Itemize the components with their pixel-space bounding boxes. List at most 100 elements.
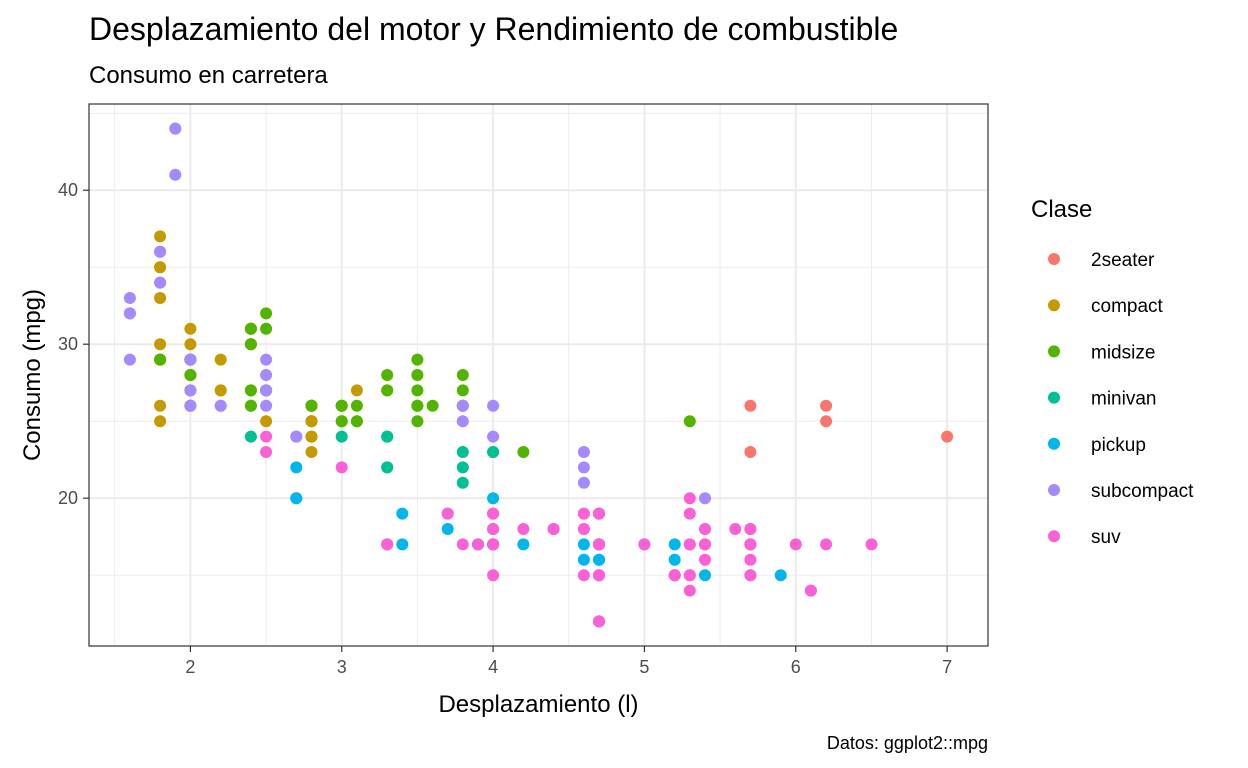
data-point <box>487 523 500 535</box>
plot-panel: 2 3 4 5 6 7 20 30 40 <box>58 103 989 677</box>
data-point <box>350 384 363 397</box>
data-point <box>154 261 167 274</box>
y-axis-label: Consumo (mpg) <box>19 289 46 461</box>
data-point <box>411 399 424 412</box>
legend-label: 2seater <box>1091 250 1155 271</box>
data-point <box>789 538 802 551</box>
data-point <box>577 538 590 551</box>
data-point <box>260 384 273 397</box>
data-point <box>456 415 469 428</box>
data-point <box>820 399 833 412</box>
data-point <box>668 569 681 582</box>
data-point <box>593 569 605 582</box>
data-point <box>411 415 424 428</box>
data-point <box>381 369 394 381</box>
data-point <box>683 492 696 505</box>
legend-item-suv: suv <box>1048 527 1121 548</box>
panel-background <box>89 104 988 646</box>
data-point <box>260 307 273 320</box>
data-point <box>699 538 711 551</box>
data-point <box>260 353 273 366</box>
x-tick-label: 5 <box>639 657 649 677</box>
data-point <box>699 492 711 505</box>
data-point <box>456 446 469 458</box>
data-point <box>683 415 696 428</box>
data-point <box>154 415 167 428</box>
data-point <box>123 353 136 366</box>
data-point <box>335 399 348 412</box>
data-point <box>683 569 696 582</box>
data-point <box>290 492 303 505</box>
y-tick-label: 30 <box>58 334 78 354</box>
series-2seater <box>744 399 954 458</box>
data-point <box>154 245 167 258</box>
data-point <box>154 399 167 412</box>
legend-key <box>1048 253 1060 265</box>
legend-item-minivan: minivan <box>1048 389 1156 410</box>
data-point <box>865 538 878 551</box>
y-tick-label: 40 <box>58 180 78 200</box>
data-point <box>699 553 711 566</box>
data-point <box>487 569 500 582</box>
data-point <box>804 584 817 597</box>
data-point <box>820 538 833 551</box>
data-point <box>577 553 590 566</box>
data-point <box>426 399 439 412</box>
data-point <box>593 615 605 628</box>
data-point <box>381 461 394 474</box>
data-point <box>335 415 348 428</box>
data-point <box>577 446 590 458</box>
legend-key <box>1048 437 1060 450</box>
legend-item-pickup: pickup <box>1048 435 1146 456</box>
data-point <box>456 476 469 489</box>
data-point <box>184 353 197 366</box>
data-point <box>154 353 167 366</box>
data-point <box>244 430 257 443</box>
data-point <box>411 353 424 366</box>
data-point <box>305 415 318 428</box>
legend-item-compact: compact <box>1048 296 1164 317</box>
data-point <box>396 538 409 551</box>
legend-key <box>1048 484 1060 496</box>
data-point <box>487 492 500 505</box>
data-point <box>441 507 454 520</box>
data-point <box>683 538 696 551</box>
x-axis-label: Desplazamiento (l) <box>438 691 638 718</box>
legend-label: midsize <box>1091 342 1155 363</box>
data-point <box>577 461 590 474</box>
legend-key <box>1048 299 1060 312</box>
data-point <box>487 399 500 412</box>
data-point <box>456 369 469 381</box>
legend: Clase 2seater compact midsize minivan pickup… <box>1031 196 1194 548</box>
data-point <box>244 399 257 412</box>
data-point <box>214 384 227 397</box>
data-point <box>577 507 590 520</box>
data-point <box>214 353 227 366</box>
data-point <box>487 507 500 520</box>
data-point <box>820 415 833 428</box>
data-point <box>154 230 167 243</box>
legend-key <box>1048 530 1060 543</box>
legend-label: minivan <box>1091 389 1156 410</box>
legend-label: suv <box>1091 527 1121 548</box>
data-point <box>456 399 469 412</box>
legend-label: compact <box>1091 296 1164 317</box>
data-point <box>184 369 197 381</box>
series-suv <box>260 430 878 628</box>
data-point <box>577 569 590 582</box>
data-point <box>335 461 348 474</box>
data-point <box>456 538 469 551</box>
data-point <box>593 507 605 520</box>
chart-title: Desplazamiento del motor y Rendimiento d… <box>89 11 898 47</box>
data-point <box>184 384 197 397</box>
data-point <box>396 507 409 520</box>
x-tick-label: 2 <box>185 657 195 677</box>
data-point <box>517 538 530 551</box>
series-subcompact <box>123 122 711 505</box>
data-point <box>593 553 605 566</box>
data-point <box>517 446 530 458</box>
data-point <box>699 569 711 582</box>
data-point <box>456 461 469 474</box>
x-tick-label: 6 <box>791 657 801 677</box>
